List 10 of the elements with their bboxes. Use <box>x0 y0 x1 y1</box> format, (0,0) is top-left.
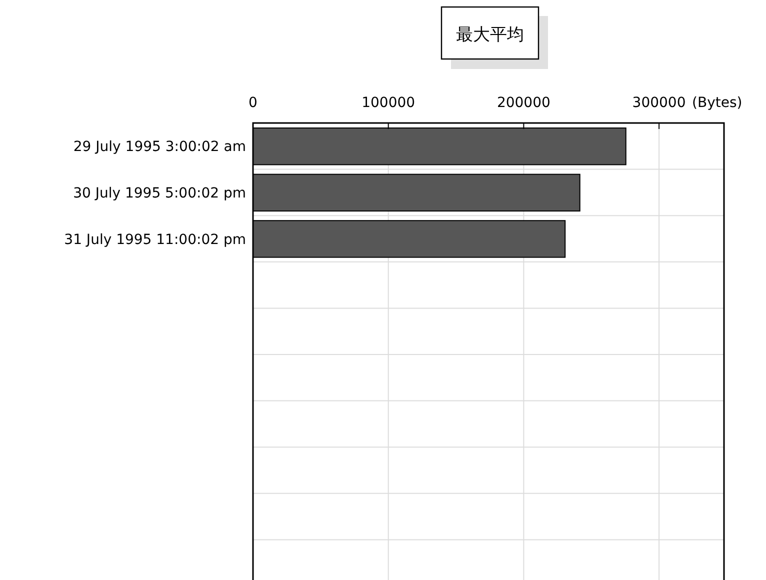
x-tick-label: 300000 <box>632 95 686 111</box>
title: 最大平均 <box>440 6 548 69</box>
y-tick-label: 30 July 1995 5:00:02 pm <box>73 185 246 202</box>
y-tick-label: 29 July 1995 3:00:02 am <box>73 139 246 156</box>
x-tick-label: 200000 <box>496 95 550 111</box>
x-tick-label: 0 <box>248 95 258 111</box>
chart-title: 最大平均 <box>456 25 524 45</box>
y-tick-label: 31 July 1995 11:00:02 pm <box>64 232 246 248</box>
x-axis-title: (Bytes) <box>692 95 742 111</box>
x-tick-label: 100000 <box>362 95 416 111</box>
